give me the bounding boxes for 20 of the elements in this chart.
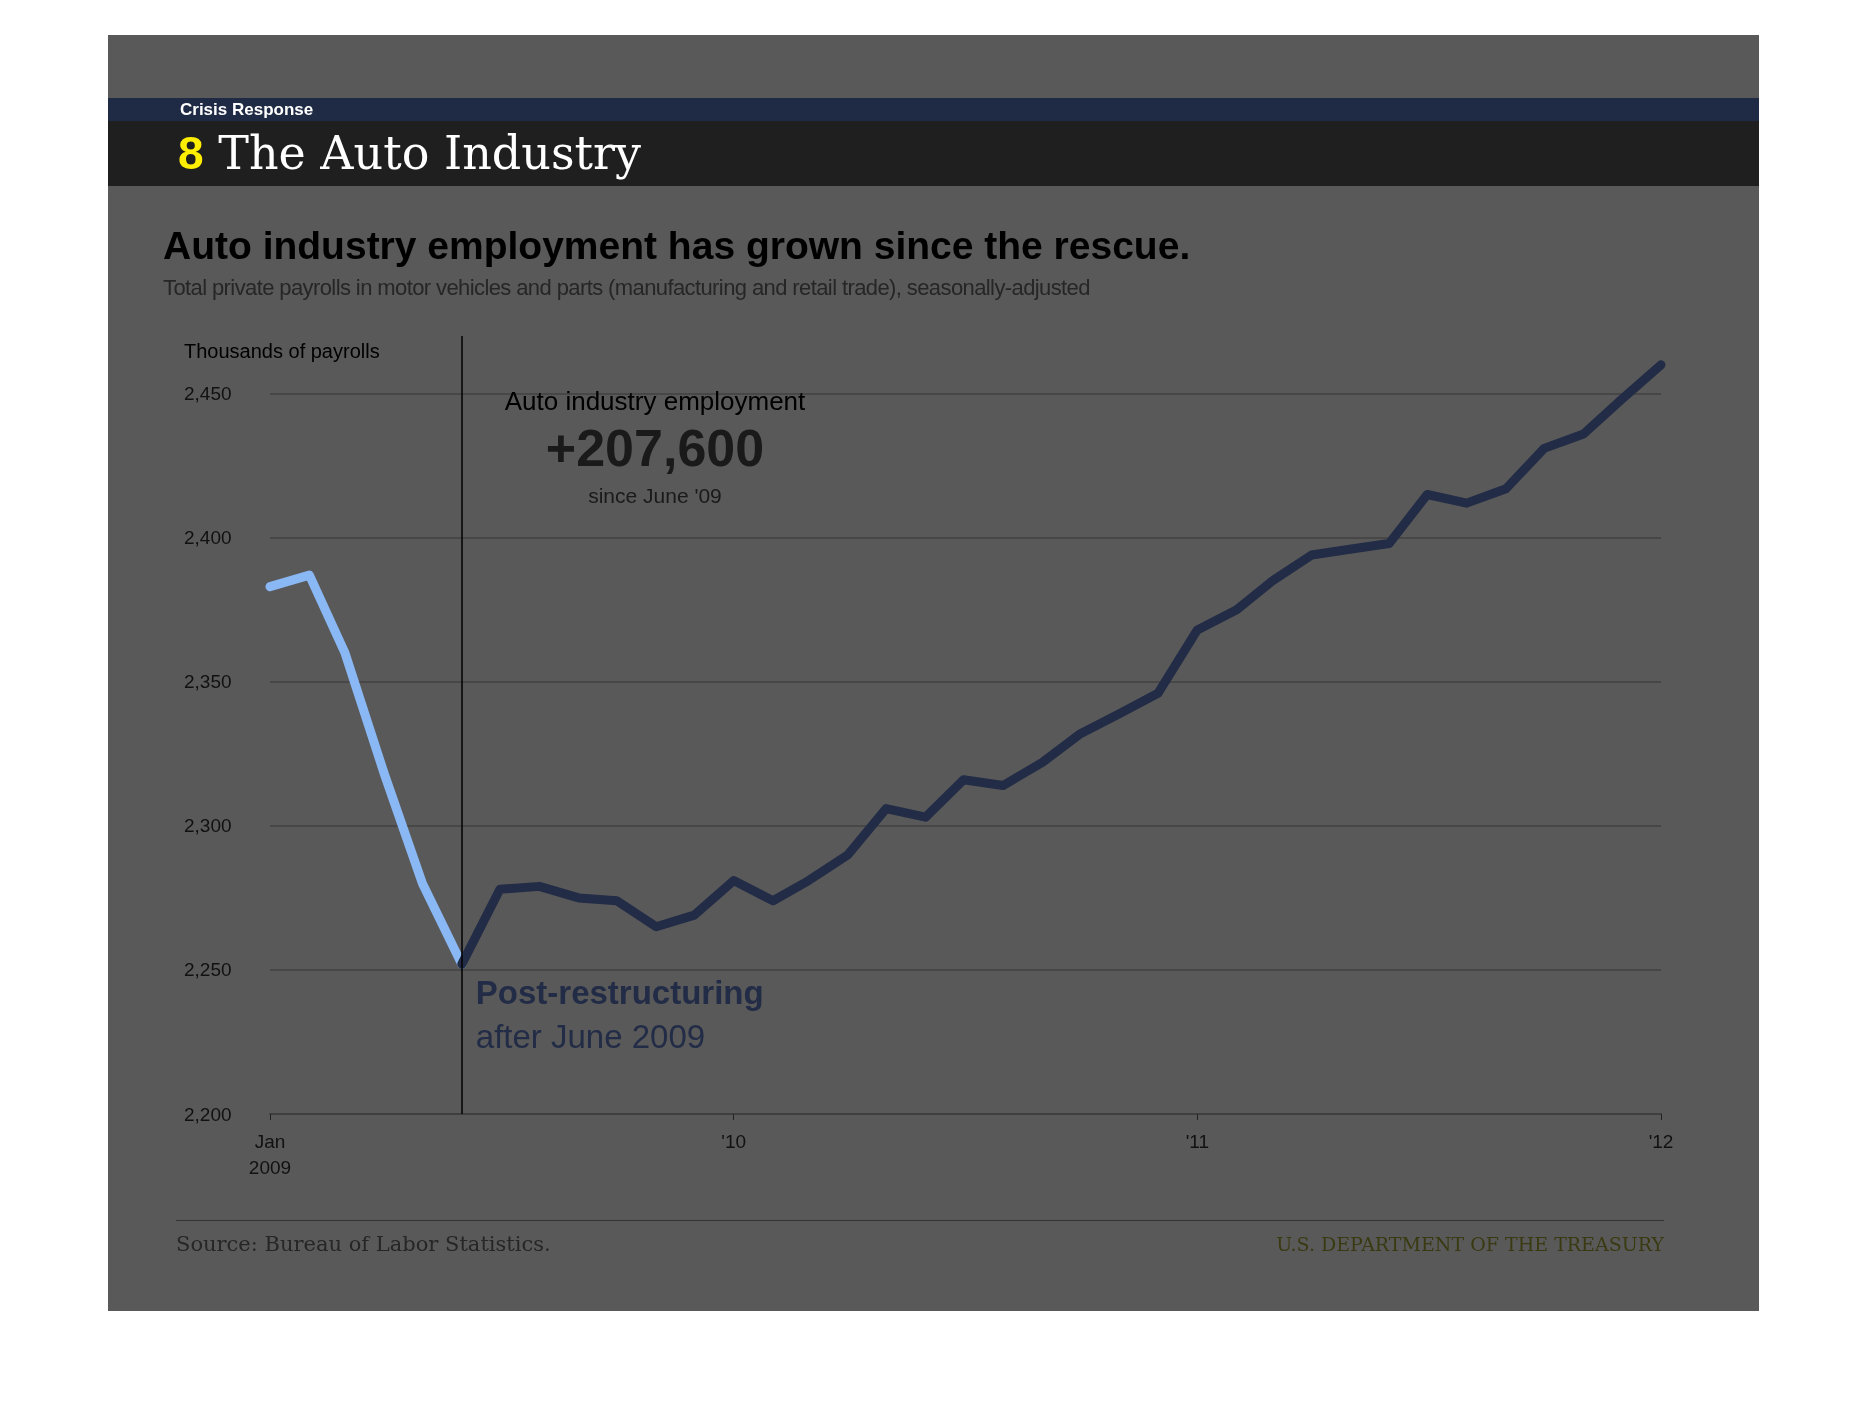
y-tick-label: 2,350 [184,671,232,693]
y-axis-title: Thousands of payrolls [184,340,380,363]
annotation: Auto industry employment [504,386,806,417]
text: 8 The Auto Industry [178,126,641,180]
annotation: after June 2009 [475,1018,706,1057]
x-tick-label: '12 [1648,1130,1674,1152]
y-tick-label: 2,250 [184,959,232,981]
x-tick-label: Jan 2009 [248,1130,292,1178]
x-tick-label: '10 [721,1130,747,1152]
annotation: since June '09 [588,484,722,508]
y-tick-label: 2,400 [184,527,232,549]
y-tick-label: 2,450 [184,383,232,405]
y-tick-label: 2,300 [184,815,232,837]
chart-title: Auto industry employment has grown since the rescue. [163,224,1191,268]
text: Crisis Response [180,100,314,120]
y-tick-label: 2,200 [184,1103,232,1125]
x-tick-label: '11 [1185,1130,1210,1152]
text: U.S. DEPARTMENT OF THE TREASURY [1276,1233,1664,1255]
annotation: Post-restructuring [475,974,764,1013]
annotation: +207,600 [545,418,765,478]
